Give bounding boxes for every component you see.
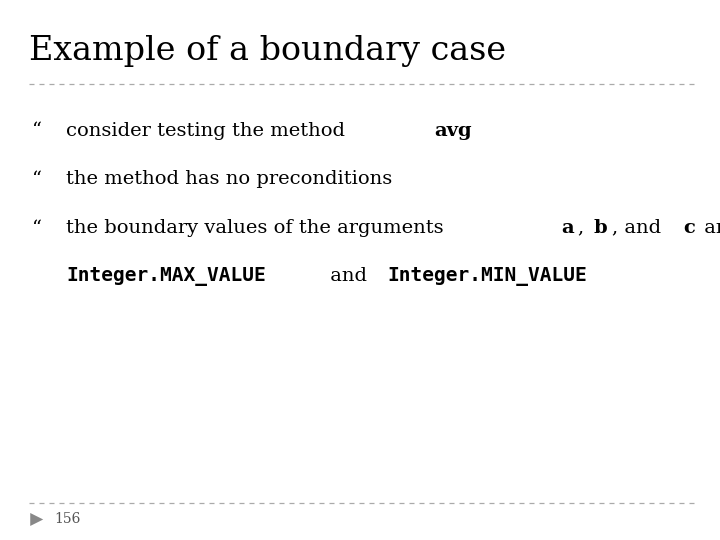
Text: “: “ (32, 170, 42, 188)
Text: Integer.MAX_VALUE: Integer.MAX_VALUE (66, 267, 266, 286)
Text: b: b (594, 219, 608, 237)
Text: 156: 156 (54, 512, 81, 526)
Text: are: are (698, 219, 720, 237)
Polygon shape (30, 513, 43, 526)
Text: “: “ (32, 122, 42, 139)
Text: consider testing the method: consider testing the method (66, 122, 351, 139)
Text: and: and (324, 267, 373, 285)
Text: , and: , and (611, 219, 667, 237)
Text: c: c (683, 219, 695, 237)
Text: a: a (562, 219, 575, 237)
Text: the method has no preconditions: the method has no preconditions (66, 170, 392, 188)
Text: avg: avg (434, 122, 472, 139)
Text: the boundary values of the arguments: the boundary values of the arguments (66, 219, 450, 237)
Text: ,: , (578, 219, 590, 237)
Text: Integer.MIN_VALUE: Integer.MIN_VALUE (387, 267, 588, 286)
Text: Example of a boundary case: Example of a boundary case (29, 35, 506, 67)
Text: “: “ (32, 219, 42, 237)
